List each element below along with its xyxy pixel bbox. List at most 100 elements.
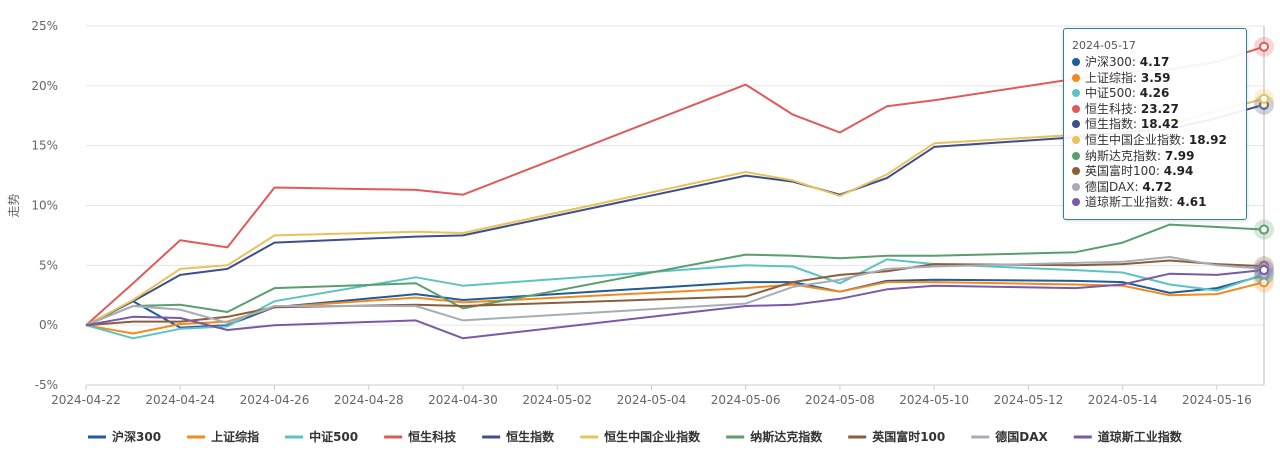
x-tick-label: 2024-04-28 [334, 393, 404, 407]
tooltip-rows: 沪深300: 4.17 上证综指: 3.59 中证500: 4.26 恒生科技: 23… [1072, 55, 1238, 211]
legend-item[interactable]: 德国DAX [971, 429, 1049, 444]
tooltip-value: 3.59 [1140, 70, 1171, 85]
legend-label: 恒生中国企业指数 [604, 429, 701, 444]
tooltip-value: 4.72 [1142, 179, 1172, 194]
y-tick-label: 25% [31, 19, 58, 33]
tooltip-dot [1072, 58, 1080, 66]
tooltip-row: 道琼斯工业指数: 4.61 [1072, 195, 1238, 211]
data-point [1259, 265, 1269, 276]
y-tick-label: -5% [35, 378, 58, 392]
x-tick-label: 2024-04-24 [145, 393, 215, 407]
y-tick-label: 15% [31, 139, 58, 153]
tooltip-row: 沪深300: 4.17 [1072, 55, 1238, 71]
tooltip-value: 4.17 [1139, 55, 1170, 69]
y-axis-title: 走势 [7, 193, 21, 217]
tooltip-series-name: 道琼斯工业指数: [1085, 195, 1177, 210]
tooltip-row: 上证综指: 3.59 [1072, 71, 1238, 87]
y-tick-label: 10% [31, 199, 58, 213]
tooltip-dot [1072, 135, 1080, 144]
tooltip-row: 恒生指数: 18.42 [1072, 117, 1238, 133]
data-point [1259, 41, 1269, 52]
legend-item[interactable]: 英国富时100 [848, 429, 945, 444]
legend-label: 纳斯达克指数 [750, 429, 823, 444]
legend-label: 德国DAX [995, 429, 1048, 444]
x-tick-label: 2024-05-04 [617, 393, 687, 407]
tooltip-dot [1072, 182, 1080, 191]
tooltip-dot [1072, 89, 1080, 98]
tooltip-value: 18.42 [1140, 117, 1179, 132]
tooltip-series-name: 恒生指数: [1085, 117, 1141, 132]
x-tick-label: 2024-05-12 [994, 393, 1064, 407]
legend-label: 恒生指数 [506, 429, 555, 444]
series-line [85, 269, 1265, 340]
x-tick-label: 2024-05-10 [899, 393, 969, 407]
x-tick-label: 2024-04-30 [428, 393, 498, 407]
tooltip-series-name: 纳斯达克指数: [1085, 148, 1165, 163]
legend-label: 道琼斯工业指数 [1098, 429, 1183, 444]
legend-label: 英国富时100 [872, 429, 945, 444]
series-line [85, 274, 1265, 329]
tooltip-dot [1072, 104, 1080, 113]
tooltip-series-name: 沪深300: [1085, 55, 1140, 69]
tooltip-series-name: 上证综指: [1085, 70, 1141, 85]
tooltip-series-name: 中证500: [1085, 86, 1140, 101]
tooltip-value: 7.99 [1164, 148, 1195, 163]
tooltip-series-name: 恒生科技: [1085, 101, 1141, 116]
tooltip-dot [1072, 120, 1080, 129]
x-tick-label: 2024-05-06 [711, 393, 781, 407]
x-tick-label: 2024-05-14 [1088, 393, 1158, 407]
x-tick-label: 2024-05-02 [522, 393, 592, 407]
series-line [85, 258, 1265, 340]
tooltip-row: 纳斯达克指数: 7.99 [1072, 149, 1238, 165]
legend-item[interactable]: 沪深300 [88, 429, 161, 444]
legend-label: 中证500 [309, 429, 358, 444]
tooltip-series-name: 英国富时100: [1085, 164, 1164, 179]
axes: -5% 0% 5% 10% 15% 20% 25% 走势 2024-04-22 2024-04-2… [7, 19, 1265, 407]
legend-item[interactable]: 恒生指数 [482, 429, 555, 444]
legend-label: 上证综指 [211, 429, 259, 444]
tooltip-series-name: 德国DAX: [1085, 179, 1143, 194]
legend-label: 恒生科技 [408, 429, 457, 444]
x-tick-label: 2024-04-22 [51, 393, 121, 407]
data-point [1259, 224, 1269, 235]
tooltip-value: 4.26 [1139, 86, 1170, 101]
x-tick-label: 2024-04-26 [240, 393, 310, 407]
tooltip-row: 恒生中国企业指数: 18.92 [1072, 133, 1238, 149]
legend-item[interactable]: 上证综指 [187, 429, 259, 444]
tooltip: 2024-05-17 沪深300: 4.17 上证综指: 3.59 中证500: 4… [1063, 28, 1247, 220]
legend-item[interactable]: 纳斯达克指数 [726, 429, 823, 444]
data-point [1259, 93, 1269, 104]
hover-markers [1254, 36, 1274, 293]
series-lines [85, 45, 1265, 340]
tooltip-dot [1072, 167, 1080, 176]
tooltip-value: 23.27 [1140, 101, 1179, 116]
tooltip-value: 4.94 [1163, 164, 1194, 179]
tooltip-value: 18.92 [1188, 132, 1227, 147]
series-line [85, 223, 1265, 327]
series-line [85, 256, 1265, 327]
tooltip-row: 中证500: 4.26 [1072, 86, 1238, 102]
tooltip-row: 德国DAX: 4.72 [1072, 180, 1238, 196]
legend-item[interactable]: 恒生科技 [384, 429, 457, 444]
legend-item[interactable]: 恒生中国企业指数 [580, 429, 701, 444]
tooltip-row: 英国富时100: 4.94 [1072, 164, 1238, 180]
y-tick-label: 5% [39, 258, 58, 272]
tooltip-value: 4.61 [1176, 195, 1207, 210]
y-tick-label: 20% [31, 79, 58, 93]
tooltip-date: 2024-05-17 [1072, 39, 1136, 52]
tooltip-dot [1072, 198, 1080, 207]
tooltip-series-name: 恒生中国企业指数: [1085, 132, 1189, 147]
legend-item[interactable]: 中证500 [285, 429, 358, 444]
legend-label: 沪深300 [112, 429, 161, 444]
y-tick-label: 0% [39, 318, 58, 332]
legend-item[interactable]: 道琼斯工业指数 [1073, 429, 1183, 444]
x-tick-label: 2024-05-16 [1182, 393, 1252, 407]
legend[interactable]: 沪深300 上证综指 中证500 恒生科技 恒生指数 恒生中国企业指数 纳斯达克指数 英国富时… [88, 429, 1183, 444]
tooltip-row: 恒生科技: 23.27 [1072, 102, 1238, 118]
tooltip-dot [1072, 151, 1080, 160]
x-tick-label: 2024-05-08 [805, 393, 875, 407]
tooltip-dot [1072, 73, 1080, 82]
series-line [85, 281, 1265, 335]
